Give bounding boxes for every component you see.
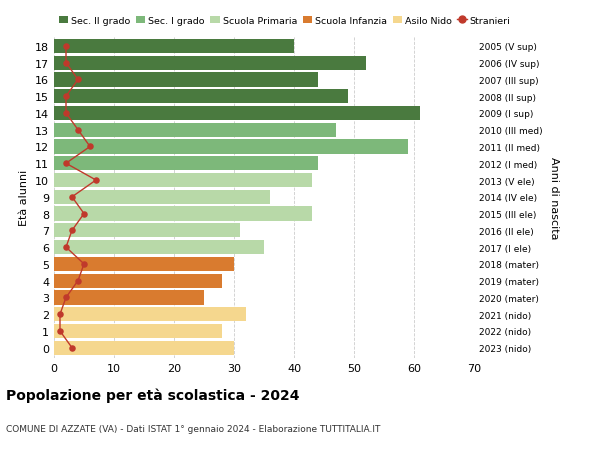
Bar	[54, 341, 234, 355]
Bar	[54, 324, 222, 338]
Point	[73, 277, 83, 285]
Bar	[54, 257, 234, 271]
Point	[73, 77, 83, 84]
Text: Popolazione per età scolastica - 2024: Popolazione per età scolastica - 2024	[6, 388, 299, 403]
Point	[61, 93, 71, 101]
Text: COMUNE DI AZZATE (VA) - Dati ISTAT 1° gennaio 2024 - Elaborazione TUTTITALIA.IT: COMUNE DI AZZATE (VA) - Dati ISTAT 1° ge…	[6, 425, 380, 433]
Point	[67, 344, 77, 352]
Point	[85, 144, 95, 151]
Bar	[54, 56, 366, 71]
Point	[55, 328, 65, 335]
Bar	[54, 140, 408, 154]
Legend: Sec. II grado, Sec. I grado, Scuola Primaria, Scuola Infanzia, Asilo Nido, Stran: Sec. II grado, Sec. I grado, Scuola Prim…	[59, 17, 511, 26]
Bar	[54, 73, 318, 87]
Y-axis label: Età alunni: Età alunni	[19, 169, 29, 225]
Point	[61, 43, 71, 50]
Bar	[54, 90, 348, 104]
Point	[61, 294, 71, 302]
Point	[79, 261, 89, 268]
Bar	[54, 224, 240, 238]
Point	[73, 127, 83, 134]
Bar	[54, 123, 336, 138]
Bar	[54, 157, 318, 171]
Bar	[54, 106, 420, 121]
Bar	[54, 291, 204, 305]
Point	[61, 110, 71, 118]
Point	[67, 194, 77, 201]
Bar	[54, 274, 222, 288]
Point	[55, 311, 65, 318]
Bar	[54, 190, 270, 204]
Bar	[54, 39, 294, 54]
Y-axis label: Anni di nascita: Anni di nascita	[549, 156, 559, 239]
Point	[61, 244, 71, 251]
Bar	[54, 207, 312, 221]
Bar	[54, 174, 312, 188]
Point	[79, 210, 89, 218]
Point	[67, 227, 77, 235]
Point	[61, 160, 71, 168]
Bar	[54, 241, 264, 255]
Point	[91, 177, 101, 185]
Bar	[54, 308, 246, 322]
Point	[61, 60, 71, 67]
